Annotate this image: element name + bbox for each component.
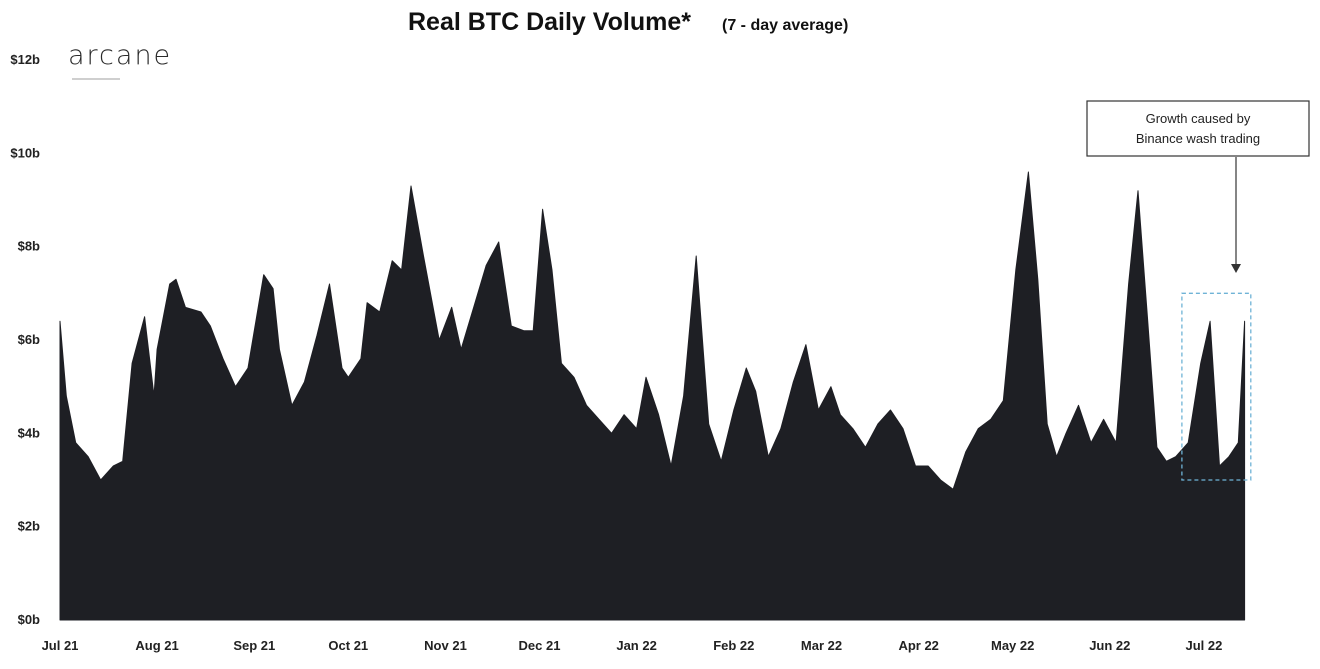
x-tick-label: Aug 21 xyxy=(135,638,178,653)
x-axis-ticks: Jul 21 Aug 21 Sep 21 Oct 21 Nov 21 Dec 21 Jan … xyxy=(42,638,1223,653)
x-tick-label: Dec 21 xyxy=(519,638,561,653)
highlight-box xyxy=(1181,292,1252,481)
volume-area-series-0 xyxy=(59,171,1246,621)
x-tick-label: May 22 xyxy=(991,638,1034,653)
annotation-line-1: Growth caused by xyxy=(1146,111,1251,126)
x-tick-label: Apr 22 xyxy=(898,638,938,653)
y-tick-label: $12b xyxy=(10,52,40,67)
x-tick-label: Feb 22 xyxy=(713,638,754,653)
brand-tagline-mark xyxy=(72,78,120,80)
x-tick-label: Oct 21 xyxy=(328,638,368,653)
annotation-box xyxy=(1086,100,1310,157)
y-tick-label: $8b xyxy=(18,239,40,254)
x-tick-label: Jan 22 xyxy=(616,638,656,653)
y-tick-label: $6b xyxy=(18,332,40,347)
annotation-arrowhead xyxy=(1231,264,1241,273)
area-group xyxy=(59,171,1246,621)
y-tick-label: $0b xyxy=(18,612,40,627)
annotation-line-2: Binance wash trading xyxy=(1136,131,1260,146)
x-tick-label: Jul 22 xyxy=(1185,638,1222,653)
brand-logo: arcane xyxy=(68,40,173,71)
y-tick-label: $10b xyxy=(10,145,40,160)
x-tick-label: Mar 22 xyxy=(801,638,842,653)
y-tick-label: $2b xyxy=(18,519,40,534)
chart-title: Real BTC Daily Volume* xyxy=(408,8,691,36)
y-axis-ticks: $0b $2b $4b $6b $8b $10b $12b xyxy=(10,52,40,627)
x-tick-label: Jul 21 xyxy=(42,638,79,653)
annotation-group: Growth caused by Binance wash trading xyxy=(1086,100,1310,481)
y-tick-label: $4b xyxy=(18,425,40,440)
x-tick-label: Sep 21 xyxy=(233,638,275,653)
x-tick-label: Jun 22 xyxy=(1089,638,1130,653)
chart-subtitle: (7 - day average) xyxy=(722,17,848,34)
x-tick-label: Nov 21 xyxy=(424,638,467,653)
title-group: Real BTC Daily Volume* (7 - day average) xyxy=(408,8,848,36)
